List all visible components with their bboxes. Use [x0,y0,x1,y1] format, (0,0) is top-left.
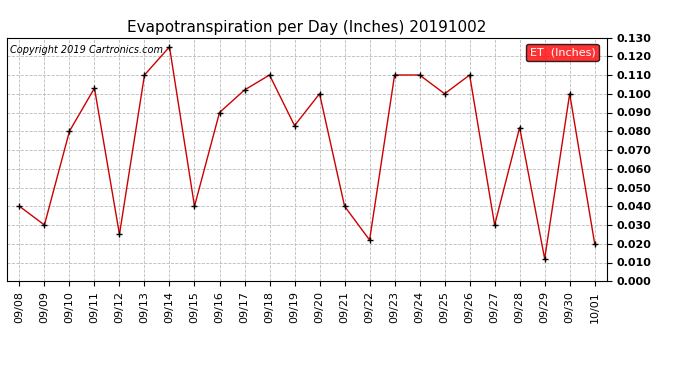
Title: Evapotranspiration per Day (Inches) 20191002: Evapotranspiration per Day (Inches) 2019… [128,20,486,35]
Legend: ET  (Inches): ET (Inches) [526,44,599,61]
Text: Copyright 2019 Cartronics.com: Copyright 2019 Cartronics.com [10,45,163,55]
